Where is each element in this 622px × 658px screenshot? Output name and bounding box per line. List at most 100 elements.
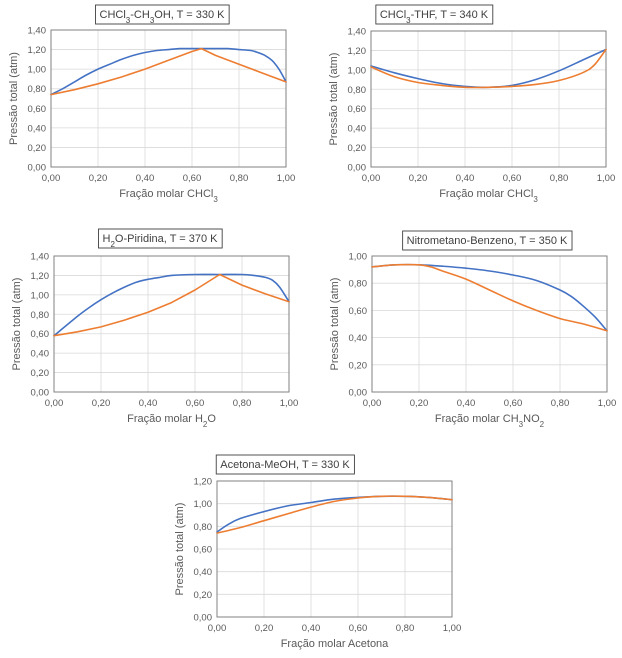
x-tick-label: 0,20 bbox=[410, 398, 429, 409]
y-tick-label: 1,00 bbox=[28, 65, 47, 76]
plot-area bbox=[53, 255, 290, 393]
y-tick-label: 0,00 bbox=[194, 613, 213, 624]
plot-area bbox=[371, 255, 608, 393]
chart-title: Acetona-MeOH, T = 330 K bbox=[215, 454, 355, 475]
x-tick-label: 0,80 bbox=[396, 623, 415, 634]
y-tick-label: 0,80 bbox=[28, 84, 47, 95]
y-tick-label: 0,00 bbox=[349, 388, 368, 399]
chart-title: H2O-Piridina, T = 370 K bbox=[98, 228, 223, 249]
y-tick-label: 0,40 bbox=[349, 333, 368, 344]
y-tick-label: 1,20 bbox=[348, 46, 367, 57]
series-vapor-line bbox=[53, 273, 290, 337]
series-liquid-line bbox=[371, 263, 608, 332]
chart-5: 0,00 0,20 0,40 0,60 0,80 1,00 1,20 0,00 0,20 0,40… bbox=[174, 454, 462, 650]
plot-area bbox=[50, 29, 287, 168]
x-tick-label: 0,00 bbox=[208, 623, 227, 634]
y-tick-label: 0,40 bbox=[348, 124, 367, 135]
y-tick-label: 0,20 bbox=[348, 143, 367, 154]
x-tick-label: 0,80 bbox=[550, 173, 569, 184]
x-tick-label: 1,00 bbox=[443, 623, 462, 634]
x-tick-label: 1,00 bbox=[597, 173, 616, 184]
title-box bbox=[215, 454, 355, 475]
y-tick-label: 0,20 bbox=[349, 360, 368, 371]
x-axis-label: Fração molar CH3NO2 bbox=[435, 413, 545, 429]
chart-2: 0,00 0,20 0,40 0,60 0,80 1,00 1,20 1,40 0,00 0,20… bbox=[328, 4, 616, 204]
y-tick-label: 0,80 bbox=[348, 85, 367, 96]
y-tick-label: 1,20 bbox=[31, 271, 50, 282]
series-vapor-line bbox=[50, 47, 287, 96]
x-axis-label: Fração molar H2O bbox=[127, 413, 216, 429]
title-text: Nitrometano-Benzeno, T = 350 K bbox=[407, 235, 568, 247]
title-text: Acetona-MeOH, T = 330 K bbox=[220, 459, 350, 471]
x-tick-label: 0,60 bbox=[186, 398, 205, 409]
y-tick-label: 0,80 bbox=[349, 279, 368, 290]
x-tick-label: 0,40 bbox=[456, 173, 475, 184]
x-tick-label: 0,40 bbox=[302, 623, 321, 634]
title-box bbox=[95, 4, 230, 25]
y-tick-label: 0,20 bbox=[194, 590, 213, 601]
x-axis-label: Fração molar Acetona bbox=[281, 638, 389, 650]
y-tick-label: 0,40 bbox=[31, 349, 50, 360]
y-tick-label: 0,60 bbox=[31, 329, 50, 340]
x-tick-label: 0,20 bbox=[89, 173, 108, 184]
x-tick-label: 0,60 bbox=[349, 623, 368, 634]
y-tick-label: 1,40 bbox=[28, 26, 47, 37]
x-tick-label: 0,80 bbox=[233, 398, 252, 409]
x-tick-label: 0,00 bbox=[362, 173, 381, 184]
y-axis-label: Pressão total (atm) bbox=[329, 278, 341, 371]
series-liquid-line bbox=[50, 47, 287, 96]
x-tick-label: 0,60 bbox=[504, 398, 523, 409]
series-vapor-line bbox=[370, 48, 607, 89]
title-text: CHCl3-THF, T = 340 K bbox=[380, 9, 489, 25]
y-tick-label: 1,00 bbox=[348, 65, 367, 76]
y-tick-label: 0,00 bbox=[28, 163, 47, 174]
title-box bbox=[402, 230, 573, 251]
y-tick-label: 1,00 bbox=[194, 499, 213, 510]
chart-title: CHCl3-CH3OH, T = 330 K bbox=[95, 4, 230, 25]
x-tick-label: 0,80 bbox=[551, 398, 570, 409]
series-liquid-line bbox=[216, 495, 453, 534]
x-axis-label: Fração molar CHCl3 bbox=[439, 188, 538, 204]
plot-area bbox=[370, 30, 607, 168]
y-tick-label: 1,40 bbox=[31, 252, 50, 263]
y-tick-label: 0,40 bbox=[194, 567, 213, 578]
chart-3: 0,00 0,20 0,40 0,60 0,80 1,00 1,20 1,40 0,00 0,20… bbox=[11, 228, 299, 429]
y-axis-label: Pressão total (atm) bbox=[174, 503, 186, 596]
x-tick-label: 0,00 bbox=[42, 173, 61, 184]
y-tick-label: 0,00 bbox=[348, 163, 367, 174]
title-box bbox=[375, 4, 494, 25]
series-liquid-line bbox=[53, 273, 290, 337]
x-tick-label: 0,80 bbox=[230, 173, 249, 184]
series-liquid-line bbox=[370, 48, 607, 89]
y-tick-label: 1,00 bbox=[31, 290, 50, 301]
x-tick-label: 0,60 bbox=[503, 173, 522, 184]
y-tick-label: 1,40 bbox=[348, 27, 367, 38]
chart-4: 0,00 0,20 0,40 0,60 0,80 1,00 0,00 0,20 0,40 0,60… bbox=[329, 230, 617, 429]
y-tick-label: 0,80 bbox=[194, 522, 213, 533]
x-tick-label: 0,40 bbox=[136, 173, 155, 184]
title-box bbox=[98, 228, 223, 249]
title-text: CHCl3-CH3OH, T = 330 K bbox=[100, 9, 226, 25]
y-tick-label: 0,60 bbox=[28, 104, 47, 115]
y-tick-label: 0,60 bbox=[194, 545, 213, 556]
y-tick-label: 0,80 bbox=[31, 310, 50, 321]
y-tick-label: 0,00 bbox=[31, 388, 50, 399]
y-tick-label: 1,00 bbox=[349, 252, 368, 263]
x-tick-label: 1,00 bbox=[277, 173, 296, 184]
x-tick-label: 0,40 bbox=[139, 398, 158, 409]
x-tick-label: 1,00 bbox=[280, 398, 299, 409]
y-axis-label: Pressão total (atm) bbox=[11, 278, 23, 371]
x-tick-label: 0,20 bbox=[92, 398, 111, 409]
y-axis-label: Pressão total (atm) bbox=[8, 52, 20, 145]
plot-area bbox=[216, 480, 453, 618]
y-tick-label: 0,20 bbox=[31, 368, 50, 379]
y-tick-label: 0,20 bbox=[28, 143, 47, 154]
x-tick-label: 0,00 bbox=[45, 398, 64, 409]
x-tick-label: 0,00 bbox=[363, 398, 382, 409]
x-tick-label: 1,00 bbox=[598, 398, 617, 409]
title-text: H2O-Piridina, T = 370 K bbox=[102, 233, 218, 249]
x-tick-label: 0,40 bbox=[457, 398, 476, 409]
chart-title: Nitrometano-Benzeno, T = 350 K bbox=[402, 230, 573, 251]
x-tick-label: 0,20 bbox=[255, 623, 274, 634]
